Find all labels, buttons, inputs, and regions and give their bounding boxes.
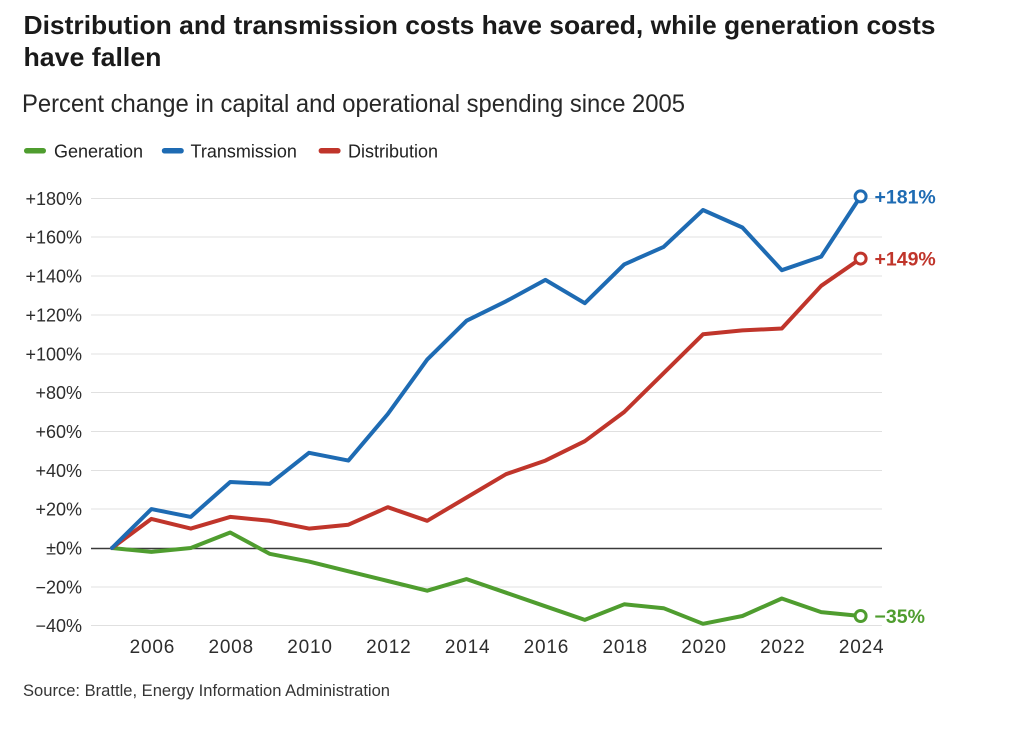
svg-text:+60%: +60%	[35, 422, 82, 442]
svg-text:±0%: ±0%	[46, 539, 82, 559]
svg-text:−20%: −20%	[35, 577, 82, 597]
svg-text:+181%: +181%	[875, 186, 936, 208]
svg-text:2024: 2024	[839, 637, 884, 658]
svg-text:−40%: −40%	[35, 616, 82, 636]
svg-text:+100%: +100%	[25, 344, 82, 364]
svg-text:+140%: +140%	[25, 267, 82, 287]
svg-text:Transmission: Transmission	[191, 142, 297, 162]
svg-text:+149%: +149%	[875, 249, 936, 271]
svg-text:2016: 2016	[524, 637, 569, 658]
svg-text:2018: 2018	[602, 637, 647, 658]
svg-text:Percent change in capital and: Percent change in capital and operationa…	[22, 90, 685, 118]
svg-text:2012: 2012	[366, 637, 411, 658]
svg-text:2010: 2010	[287, 637, 332, 658]
svg-text:+160%: +160%	[25, 228, 82, 248]
svg-text:Distribution: Distribution	[348, 142, 438, 162]
svg-text:Generation: Generation	[54, 142, 143, 162]
svg-text:Distribution and transmission: Distribution and transmission costs have…	[24, 10, 936, 40]
svg-text:+20%: +20%	[35, 500, 82, 520]
svg-text:2020: 2020	[681, 637, 726, 658]
svg-text:+40%: +40%	[35, 461, 82, 481]
svg-text:+180%: +180%	[25, 189, 82, 209]
svg-text:+120%: +120%	[25, 305, 82, 325]
svg-text:2014: 2014	[445, 637, 490, 658]
svg-text:2022: 2022	[760, 637, 805, 658]
svg-text:+80%: +80%	[35, 383, 82, 403]
svg-text:−35%: −35%	[875, 606, 925, 628]
svg-text:have fallen: have fallen	[24, 42, 162, 72]
svg-text:2006: 2006	[130, 637, 175, 658]
svg-text:Source: Brattle, Energy Inform: Source: Brattle, Energy Information Admi…	[23, 681, 390, 700]
svg-text:2008: 2008	[208, 637, 253, 658]
